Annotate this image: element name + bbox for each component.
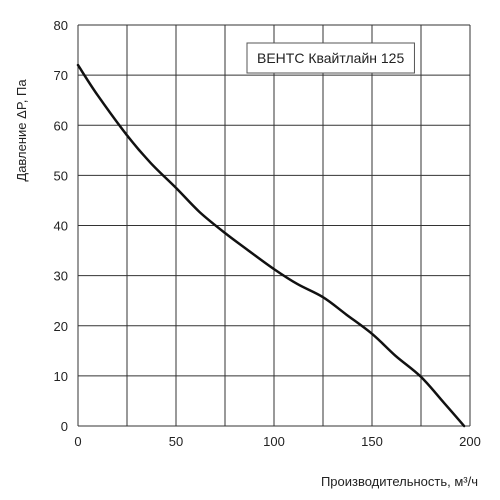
- tick-labels: 0 10 20 30 40 50 60 70 80 0 50 100 150 200: [54, 18, 481, 449]
- legend: ВЕНТС Квайтлайн 125: [246, 42, 415, 74]
- y-tick-label: 10: [54, 369, 68, 384]
- series-line: [76, 63, 466, 428]
- x-tick-label: 0: [74, 434, 81, 449]
- legend-box: [246, 42, 415, 74]
- y-tick-label: 60: [54, 118, 68, 133]
- y-tick-label: 80: [54, 18, 68, 33]
- y-tick-label: 70: [54, 68, 68, 83]
- grid: [77, 24, 471, 427]
- y-tick-label: 40: [54, 219, 68, 234]
- y-tick-label: 50: [54, 168, 68, 183]
- y-tick-label: 0: [61, 419, 68, 434]
- y-tick-label: 30: [54, 269, 68, 284]
- x-axis-title: Производительность, м³/ч: [321, 474, 478, 489]
- x-tick-label: 100: [263, 434, 285, 449]
- curve-layer: [76, 63, 466, 428]
- y-tick-label: 20: [54, 319, 68, 334]
- x-tick-label: 50: [169, 434, 183, 449]
- x-tick-label: 200: [459, 434, 481, 449]
- x-tick-label: 150: [361, 434, 383, 449]
- y-axis-title: Давление ΔP, Па: [14, 79, 29, 182]
- legend-label: ВЕНТС Квайтлайн 125: [257, 50, 404, 66]
